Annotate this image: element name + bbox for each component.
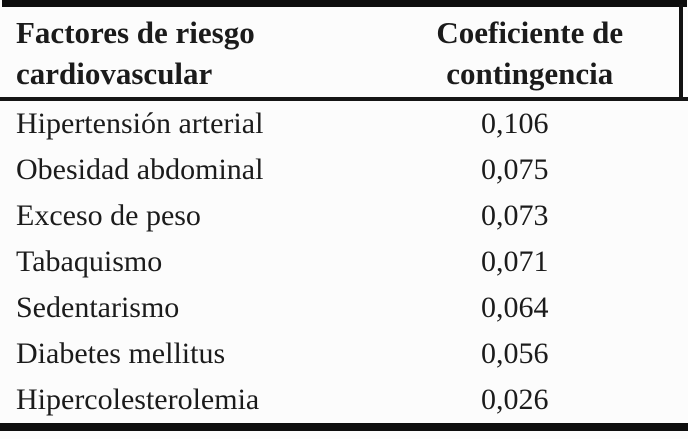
value-cell: 0,071 [481,245,549,278]
header-col-risk-factors: Factores de riesgo cardiovascular [16,15,255,91]
value-cell: 0,106 [481,107,549,140]
table-row: Tabaquismo 0,071 [0,239,688,285]
factor-cell: Hipercolesterolemia [16,383,260,416]
table-row: Diabetes mellitus 0,056 [0,331,688,377]
value-cell: 0,064 [481,291,549,324]
table-row: Obesidad abdominal 0,075 [0,147,688,193]
factor-cell: Tabaquismo [16,245,163,278]
header-col-contingency-coefficient: Coeficiente de contingencia [436,15,624,91]
table-bottom-rule [0,423,688,431]
value-cell: 0,026 [481,383,549,416]
table-top-rule [2,0,687,7]
table-header-row: Factores de riesgo cardiovascular Coefic… [0,7,688,97]
table-right-border-fragment [679,4,683,100]
value-cell: 0,056 [481,337,549,370]
factor-cell: Hipertensión arterial [16,107,264,140]
value-cell: 0,073 [481,199,549,232]
value-cell: 0,075 [481,153,549,186]
table-body: Hipertensión arterial 0,106 Obesidad abd… [0,101,688,423]
table-row: Hipertensión arterial 0,106 [0,101,688,147]
factor-cell: Exceso de peso [16,199,201,232]
factor-cell: Diabetes mellitus [16,337,226,370]
table-header-separator-rule [0,97,688,101]
factor-cell: Sedentarismo [16,291,180,324]
table-row: Exceso de peso 0,073 [0,193,688,239]
table-row: Sedentarismo 0,064 [0,285,688,331]
table-row: Hipercolesterolemia 0,026 [0,377,688,423]
factor-cell: Obesidad abdominal [16,153,264,186]
